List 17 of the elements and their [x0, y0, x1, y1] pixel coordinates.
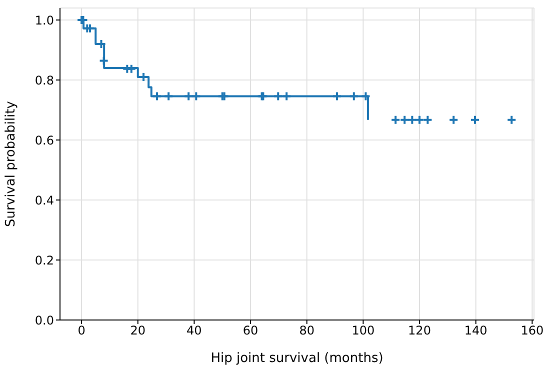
y-tick-label: 0.0 — [34, 313, 54, 328]
x-tick-label: 100 — [352, 324, 375, 338]
x-tick-label: 140 — [464, 324, 488, 338]
x-tick-label: 80 — [299, 324, 314, 338]
y-axis-title: Survival probability — [4, 100, 19, 227]
x-tick-label: 160 — [520, 324, 544, 338]
y-tick-label: 0.2 — [34, 253, 54, 268]
x-tick-label: 60 — [242, 324, 258, 338]
x-axis-title: Hip joint survival (months) — [210, 351, 384, 366]
x-tick-label: 0 — [78, 324, 86, 338]
y-tick-label: 0.4 — [34, 193, 54, 208]
x-tick-label: 40 — [186, 324, 202, 338]
y-tick-label: 0.6 — [34, 133, 54, 148]
y-tick-label: 1.0 — [34, 13, 54, 28]
x-tick-label: 20 — [130, 324, 146, 338]
x-tick-label: 120 — [408, 324, 431, 338]
y-tick-label: 0.8 — [34, 73, 54, 88]
